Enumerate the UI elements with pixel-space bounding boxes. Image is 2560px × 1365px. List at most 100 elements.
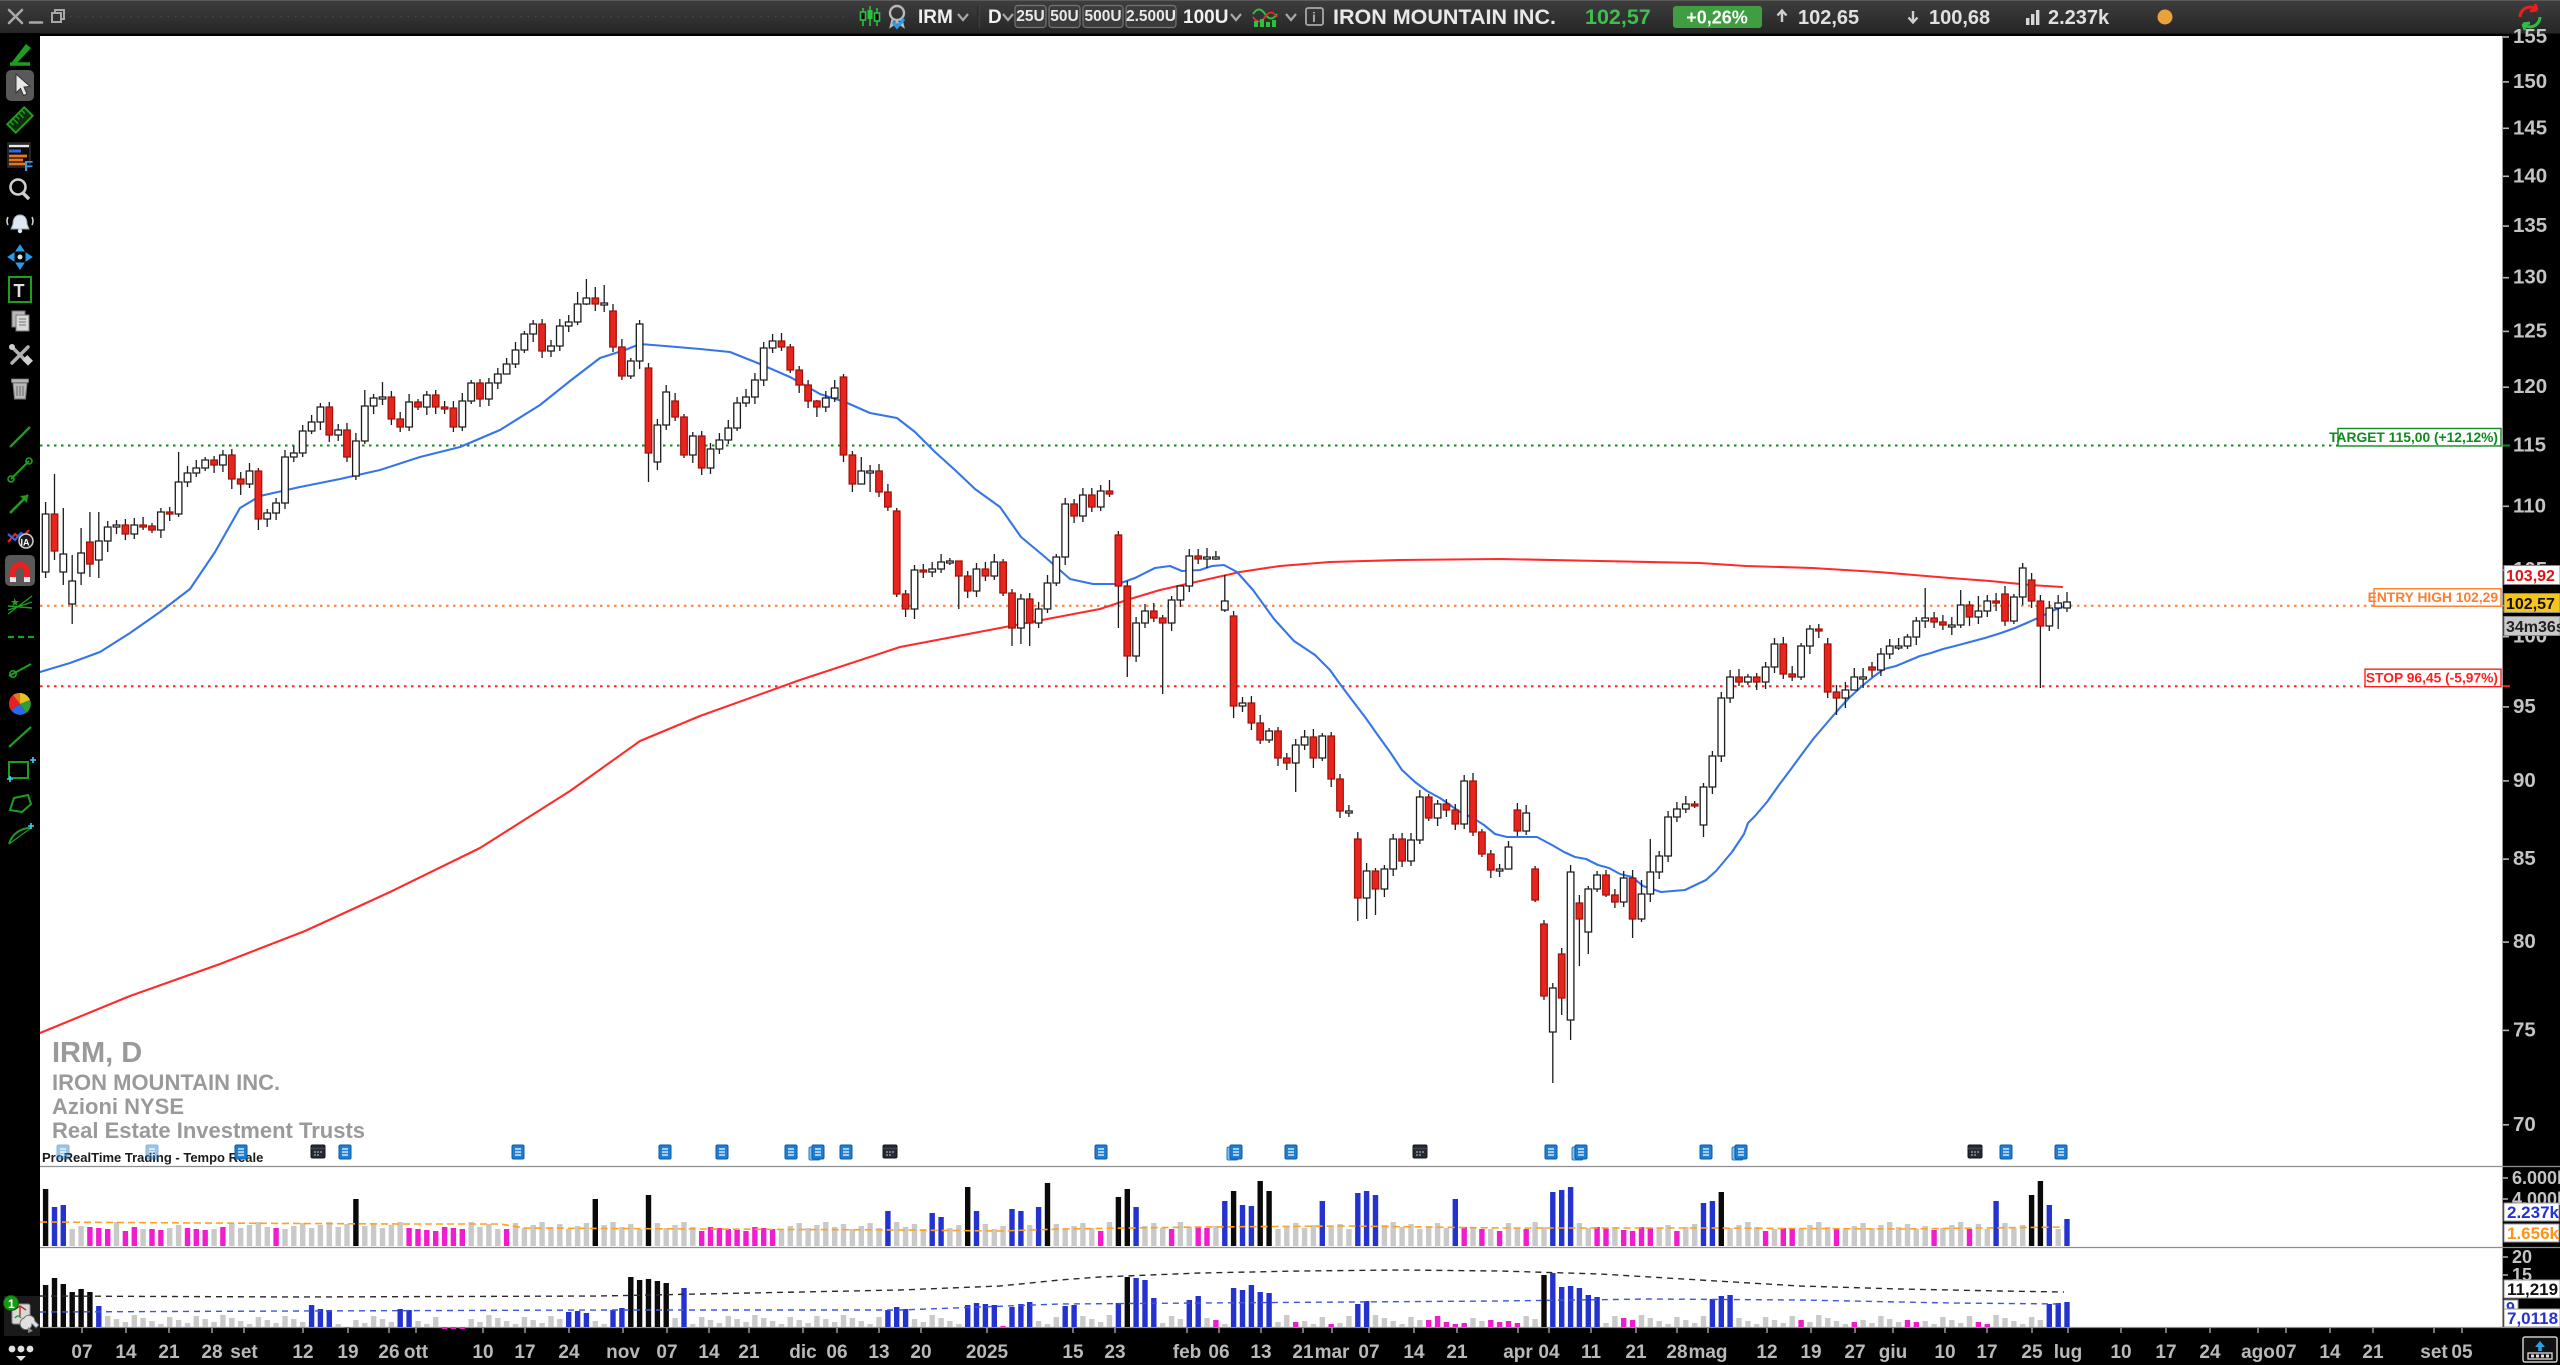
- svg-text:25U: 25U: [1016, 8, 1044, 25]
- svg-text:D: D: [988, 7, 1002, 28]
- svg-text:100,68: 100,68: [1929, 7, 1990, 29]
- svg-text:140: 140: [2513, 164, 2547, 187]
- svg-text:13: 13: [1250, 1342, 1271, 1363]
- svg-text:23: 23: [1104, 1342, 1125, 1363]
- svg-text:21: 21: [2362, 1342, 2384, 1363]
- svg-text:apr: apr: [1503, 1342, 1533, 1363]
- svg-text:12: 12: [1756, 1342, 1777, 1363]
- svg-text:mag: mag: [1688, 1342, 1727, 1363]
- svg-text:07: 07: [656, 1342, 677, 1363]
- svg-text:102,65: 102,65: [1798, 7, 1859, 29]
- svg-text:feb: feb: [1173, 1342, 1202, 1363]
- svg-text:50U: 50U: [1050, 8, 1078, 25]
- svg-text:150: 150: [2513, 70, 2547, 93]
- svg-text:19: 19: [1800, 1342, 1821, 1363]
- svg-text:145: 145: [2513, 116, 2547, 139]
- svg-text:06: 06: [826, 1342, 847, 1363]
- svg-text:04: 04: [1538, 1342, 1560, 1363]
- svg-text:2.237k: 2.237k: [2048, 7, 2110, 29]
- svg-text:34m36s: 34m36s: [2506, 619, 2560, 636]
- svg-text:120: 120: [2513, 375, 2547, 398]
- svg-text:IRON MOUNTAIN INC.: IRON MOUNTAIN INC.: [52, 1070, 280, 1095]
- svg-text:20: 20: [2512, 1247, 2532, 1267]
- svg-text:1.656k: 1.656k: [2507, 1224, 2560, 1243]
- svg-text:21: 21: [158, 1342, 180, 1363]
- svg-text:10: 10: [1934, 1342, 1955, 1363]
- svg-text:13: 13: [868, 1342, 889, 1363]
- svg-text:95: 95: [2513, 695, 2536, 718]
- svg-text:set: set: [230, 1342, 258, 1363]
- svg-text:07: 07: [1358, 1342, 1379, 1363]
- svg-text:2025: 2025: [966, 1342, 1009, 1363]
- svg-text:90: 90: [2513, 769, 2536, 792]
- svg-text:07: 07: [2275, 1342, 2296, 1363]
- svg-text:75: 75: [2513, 1018, 2536, 1041]
- svg-text:17: 17: [514, 1342, 535, 1363]
- svg-text:15: 15: [1062, 1342, 1084, 1363]
- svg-text:Azioni NYSE: Azioni NYSE: [52, 1094, 184, 1119]
- svg-text:+0,26%: +0,26%: [1686, 8, 1748, 28]
- svg-text:14: 14: [115, 1342, 137, 1363]
- svg-text:11,219: 11,219: [2507, 1280, 2558, 1299]
- svg-text:ago: ago: [2241, 1342, 2275, 1363]
- svg-text:14: 14: [1403, 1342, 1425, 1363]
- svg-text:25: 25: [2021, 1342, 2043, 1363]
- svg-text:130: 130: [2513, 266, 2547, 289]
- svg-text:155: 155: [2513, 25, 2547, 48]
- svg-text:12: 12: [292, 1342, 313, 1363]
- svg-text:135: 135: [2513, 214, 2547, 237]
- svg-text:IRM, D: IRM, D: [52, 1037, 142, 1069]
- svg-text:06: 06: [1208, 1342, 1229, 1363]
- svg-text:i: i: [1312, 9, 1316, 25]
- svg-text:21: 21: [1446, 1342, 1468, 1363]
- svg-text:100U: 100U: [1183, 7, 1228, 28]
- svg-text:ENTRY HIGH 102,29: ENTRY HIGH 102,29: [2368, 590, 2499, 605]
- svg-text:2.237k: 2.237k: [2507, 1203, 2560, 1222]
- svg-text:85: 85: [2513, 847, 2536, 870]
- svg-text:24: 24: [2199, 1342, 2221, 1363]
- svg-text:17: 17: [2155, 1342, 2176, 1363]
- svg-text:10: 10: [472, 1342, 493, 1363]
- svg-text:21: 21: [1292, 1342, 1314, 1363]
- svg-text:27: 27: [1844, 1342, 1865, 1363]
- svg-text:10: 10: [2110, 1342, 2131, 1363]
- svg-text:6.000k: 6.000k: [2512, 1168, 2560, 1188]
- svg-text:28: 28: [1666, 1342, 1687, 1363]
- svg-text:28: 28: [201, 1342, 222, 1363]
- svg-text:110: 110: [2513, 494, 2546, 517]
- svg-text:05: 05: [2451, 1342, 2473, 1363]
- svg-text:115: 115: [2513, 434, 2546, 457]
- svg-text:80: 80: [2513, 930, 2536, 953]
- svg-text:IRM: IRM: [918, 7, 953, 28]
- svg-text:14: 14: [698, 1342, 720, 1363]
- svg-text:21: 21: [1625, 1342, 1647, 1363]
- svg-text:lug: lug: [2054, 1342, 2083, 1363]
- svg-text:1: 1: [8, 1297, 15, 1311]
- svg-text:125: 125: [2513, 319, 2547, 342]
- svg-text:24: 24: [558, 1342, 580, 1363]
- svg-text:mar: mar: [1315, 1342, 1350, 1363]
- svg-text:ProRealTime Trading - Tempo Re: ProRealTime Trading - Tempo Reale: [42, 1150, 263, 1165]
- svg-text:Real Estate Investment Trusts: Real Estate Investment Trusts: [52, 1118, 365, 1143]
- svg-text:70: 70: [2513, 1113, 2536, 1136]
- svg-text:dic: dic: [789, 1342, 817, 1363]
- svg-text:103,92: 103,92: [2506, 568, 2555, 585]
- svg-text:7,0118: 7,0118: [2507, 1309, 2558, 1328]
- svg-text:102,57: 102,57: [2506, 596, 2555, 613]
- svg-text:17: 17: [1976, 1342, 1997, 1363]
- svg-text:26: 26: [378, 1342, 399, 1363]
- svg-text:11: 11: [1581, 1342, 1602, 1363]
- svg-text:07: 07: [71, 1342, 92, 1363]
- svg-text:TARGET 115,00 (+12,12%): TARGET 115,00 (+12,12%): [2329, 430, 2498, 445]
- svg-text:ott: ott: [404, 1342, 429, 1363]
- svg-text:14: 14: [2319, 1342, 2341, 1363]
- svg-text:nov: nov: [606, 1342, 640, 1363]
- svg-text:IRON MOUNTAIN INC.: IRON MOUNTAIN INC.: [1333, 5, 1556, 29]
- svg-text:F: F: [24, 158, 33, 175]
- svg-text:19: 19: [337, 1342, 358, 1363]
- svg-text:20: 20: [910, 1342, 931, 1363]
- svg-text:giu: giu: [1879, 1342, 1908, 1363]
- svg-text:21: 21: [738, 1342, 760, 1363]
- svg-text:102,57: 102,57: [1585, 5, 1651, 29]
- svg-text:T: T: [14, 281, 25, 301]
